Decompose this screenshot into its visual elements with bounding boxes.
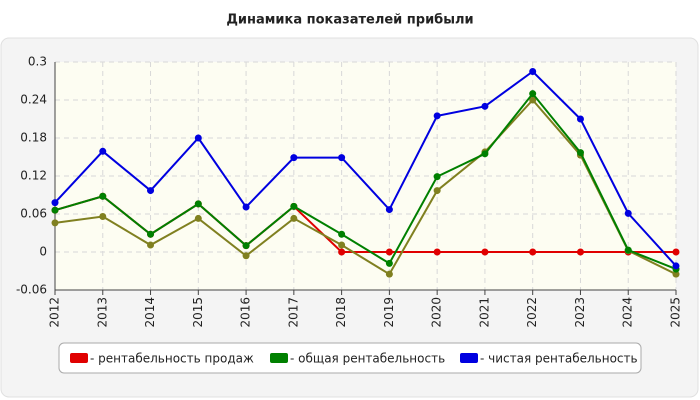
- point: [194, 200, 202, 208]
- y-tick-label: 0: [39, 245, 47, 259]
- y-tick-label: 0.24: [20, 93, 47, 107]
- point: [338, 241, 346, 249]
- legend-label: - чистая рентабельность: [480, 352, 638, 366]
- point: [385, 259, 393, 267]
- legend-swatch: [270, 353, 288, 363]
- y-tick-label: 0.06: [20, 207, 47, 221]
- x-tick-label: 2019: [382, 297, 396, 328]
- legend: [58, 342, 642, 374]
- point: [338, 154, 346, 162]
- point: [338, 230, 346, 238]
- point: [529, 68, 537, 75]
- point: [385, 248, 393, 256]
- series-line: [54, 98, 677, 276]
- point: [576, 149, 584, 157]
- x-tick-label: 2014: [143, 297, 157, 328]
- point: [481, 248, 489, 256]
- x-tick-label: 2025: [669, 297, 683, 328]
- point: [481, 102, 489, 110]
- x-tick-label: 2022: [525, 297, 539, 328]
- x-tick-label: 2020: [430, 297, 444, 328]
- series-line: [54, 70, 677, 267]
- point: [290, 154, 298, 162]
- x-tick-label: 2024: [621, 297, 635, 328]
- point: [290, 202, 298, 210]
- point: [672, 262, 680, 270]
- point: [147, 187, 155, 195]
- point: [385, 206, 393, 214]
- point: [242, 203, 250, 211]
- point: [51, 206, 59, 214]
- x-tick-label: 2018: [334, 297, 348, 328]
- legend-swatch: [70, 353, 88, 363]
- point: [624, 246, 632, 254]
- point: [290, 214, 298, 222]
- point: [385, 270, 393, 278]
- point: [99, 192, 107, 200]
- x-tick-label: 2016: [239, 297, 253, 328]
- point: [51, 219, 59, 227]
- chart-title: Динамика показателей прибыли: [226, 13, 473, 28]
- y-tick-label: 0.3: [28, 55, 47, 69]
- point: [433, 248, 441, 256]
- point: [433, 173, 441, 181]
- legend-swatch: [460, 353, 478, 363]
- point: [242, 252, 250, 260]
- point: [529, 248, 537, 256]
- point: [194, 134, 202, 142]
- series-line: [54, 92, 677, 271]
- y-tick-label: -0.06: [16, 283, 47, 297]
- y-tick-label: 0.12: [20, 169, 47, 183]
- x-tick-label: 2021: [477, 297, 491, 328]
- point: [99, 147, 107, 155]
- point: [672, 270, 680, 278]
- x-tick-label: 2013: [95, 297, 109, 328]
- point: [672, 248, 680, 256]
- point: [529, 96, 537, 104]
- point: [576, 115, 584, 123]
- legend-label: - общая рентабельность: [290, 352, 445, 366]
- point: [99, 213, 107, 221]
- point: [242, 242, 250, 250]
- point: [51, 199, 59, 207]
- point: [194, 214, 202, 222]
- point: [147, 241, 155, 249]
- point: [576, 248, 584, 256]
- point: [338, 248, 346, 256]
- point: [433, 112, 441, 120]
- x-tick-label: 2023: [573, 297, 587, 328]
- point: [481, 150, 489, 158]
- point: [147, 230, 155, 238]
- x-tick-label: 2015: [191, 297, 205, 328]
- x-tick-label: 2012: [48, 297, 62, 328]
- point: [624, 209, 632, 217]
- y-tick-label: 0.18: [20, 131, 47, 145]
- point: [433, 187, 441, 195]
- point: [529, 90, 537, 98]
- x-tick-label: 2017: [286, 297, 300, 328]
- legend-label: - рентабельность продаж: [90, 352, 254, 366]
